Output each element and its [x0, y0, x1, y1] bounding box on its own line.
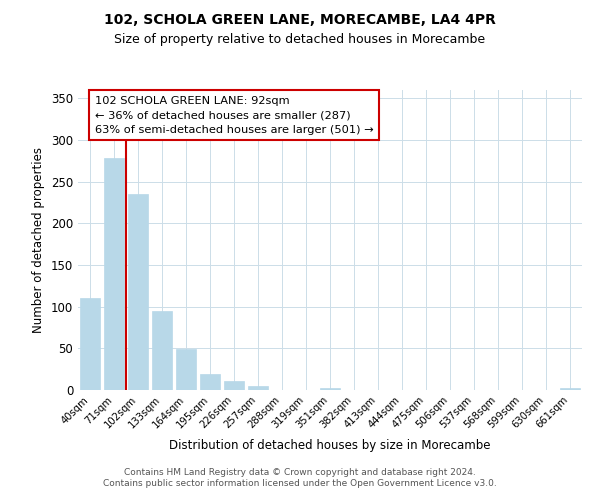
Text: Contains HM Land Registry data © Crown copyright and database right 2024.
Contai: Contains HM Land Registry data © Crown c…: [103, 468, 497, 487]
Text: 102, SCHOLA GREEN LANE, MORECAMBE, LA4 4PR: 102, SCHOLA GREEN LANE, MORECAMBE, LA4 4…: [104, 12, 496, 26]
X-axis label: Distribution of detached houses by size in Morecambe: Distribution of detached houses by size …: [169, 439, 491, 452]
Bar: [80, 298, 100, 390]
Bar: [320, 388, 340, 390]
Bar: [200, 374, 220, 390]
Bar: [248, 386, 268, 390]
Bar: [152, 311, 172, 390]
Bar: [104, 158, 124, 390]
Bar: [128, 194, 148, 390]
Bar: [176, 349, 196, 390]
Text: 102 SCHOLA GREEN LANE: 92sqm
← 36% of detached houses are smaller (287)
63% of s: 102 SCHOLA GREEN LANE: 92sqm ← 36% of de…: [95, 96, 373, 134]
Y-axis label: Number of detached properties: Number of detached properties: [32, 147, 46, 333]
Bar: [224, 381, 244, 390]
Bar: [560, 388, 580, 390]
Text: Size of property relative to detached houses in Morecambe: Size of property relative to detached ho…: [115, 32, 485, 46]
